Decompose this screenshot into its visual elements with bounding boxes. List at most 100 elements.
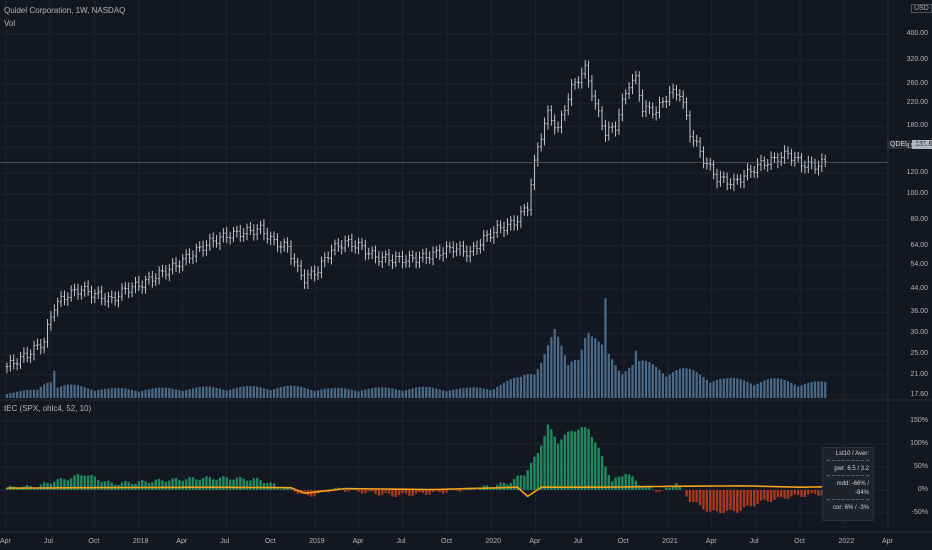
volume-bar — [229, 389, 232, 398]
oscillator-bar — [15, 488, 19, 490]
volume-bar — [736, 378, 739, 398]
volume-bar — [759, 381, 763, 398]
oscillator-bar — [279, 489, 283, 490]
volume-bar — [570, 361, 573, 398]
volume-bar — [452, 389, 455, 398]
volume-bar — [695, 372, 698, 398]
volume-bar — [256, 386, 259, 398]
oscillator-bar — [732, 490, 736, 512]
volume-bar — [810, 381, 813, 398]
volume-bar — [739, 379, 742, 398]
volume-bar — [300, 386, 303, 398]
volume-bar — [384, 387, 387, 398]
oscillator-tick-label: 150% — [910, 417, 928, 424]
volume-bar — [661, 373, 665, 398]
oscillator-bar — [195, 479, 198, 490]
oscillator-bar — [218, 477, 222, 490]
volume-bar — [76, 385, 80, 398]
time-tick-label: Apr — [352, 538, 364, 545]
volume-bar — [786, 381, 790, 398]
oscillator-bar — [435, 490, 438, 491]
oscillator-bar — [807, 490, 810, 495]
volume-bar — [36, 389, 39, 398]
oscillator-bar — [141, 479, 144, 490]
volume-bar — [519, 376, 523, 398]
volume-bar — [333, 387, 337, 398]
oscillator-bar — [553, 436, 556, 490]
oscillator-bar — [266, 483, 269, 490]
oscillator-bar — [651, 489, 654, 490]
time-tick-label: Oct — [617, 538, 629, 545]
oscillator-bar — [391, 490, 394, 497]
volume-bar — [32, 389, 36, 398]
volume-bar — [685, 368, 688, 398]
price-tick-label: 17.60 — [910, 391, 928, 398]
oscillator-bar — [252, 478, 255, 490]
volume-bar — [90, 389, 93, 398]
price-tick-label: 80.00 — [910, 216, 928, 223]
oscillator-bar — [144, 481, 147, 490]
oscillator-bar — [239, 476, 242, 490]
volume-bar — [668, 374, 671, 398]
oscillator-bar — [303, 490, 306, 494]
volume-bar — [800, 385, 803, 398]
volume-bar — [746, 381, 749, 398]
price-tick-label: 260.00 — [906, 79, 928, 87]
volume-bar — [360, 390, 364, 398]
oscillator-bar — [262, 482, 266, 490]
oscillator-bar — [164, 481, 168, 490]
currency-badge[interactable]: USD — [911, 4, 932, 13]
volume-bar — [671, 372, 675, 398]
volume-bar — [161, 387, 164, 398]
time-tick-label: 2022 — [838, 538, 855, 545]
volume-bar — [607, 353, 610, 398]
volume-bar — [394, 389, 397, 398]
oscillator-bar — [512, 479, 516, 490]
volume-bar — [797, 386, 800, 398]
volume-bars — [5, 298, 827, 398]
oscillator-bar — [124, 480, 127, 490]
volume-bar — [655, 366, 658, 398]
volume-bar — [398, 390, 401, 398]
time-tick-label: Apr — [0, 538, 11, 545]
stats-mdd: mdd: -66% / -84% — [836, 481, 869, 496]
oscillator-bar — [66, 480, 70, 490]
oscillator-bar — [725, 490, 729, 511]
volume-bar — [120, 388, 124, 398]
volume-bar — [597, 341, 600, 398]
time-tick-label: Oct — [264, 538, 276, 545]
price-bars — [5, 60, 827, 374]
price-tick-label: 64.00 — [910, 241, 928, 249]
oscillator-bar — [310, 490, 313, 497]
price-tick-label: 220.00 — [906, 99, 928, 107]
volume-bar — [242, 386, 245, 398]
volume-bar — [448, 390, 451, 398]
oscillator-bar — [80, 475, 83, 490]
oscillator-bar — [191, 477, 195, 490]
oscillator-bar — [249, 480, 252, 490]
volume-bar — [5, 394, 9, 398]
volume-bar — [401, 391, 404, 398]
volume-bar — [682, 368, 685, 398]
oscillator-bar — [171, 478, 174, 490]
volume-bar — [279, 387, 282, 398]
volume-bar — [614, 365, 617, 398]
volume-bar — [766, 379, 769, 398]
volume-bar — [705, 379, 708, 398]
price-tick-label: 320.00 — [906, 55, 928, 63]
volume-bar — [343, 388, 347, 398]
volume-bar — [337, 387, 340, 398]
volume-bar — [212, 387, 215, 398]
oscillator-bar — [753, 490, 756, 507]
volume-bar — [435, 388, 438, 398]
oscillator-bar — [225, 477, 228, 490]
time-tick-label: 2021 — [662, 538, 678, 545]
oscillator-bar — [83, 475, 86, 490]
oscillator-bar — [543, 435, 546, 490]
volume-bar — [80, 386, 83, 398]
volume-bar — [147, 389, 151, 398]
time-tick-label: 2018 — [132, 538, 149, 545]
oscillator-bar — [445, 490, 448, 493]
volume-bar — [141, 390, 144, 398]
oscillator-bar — [36, 487, 39, 490]
